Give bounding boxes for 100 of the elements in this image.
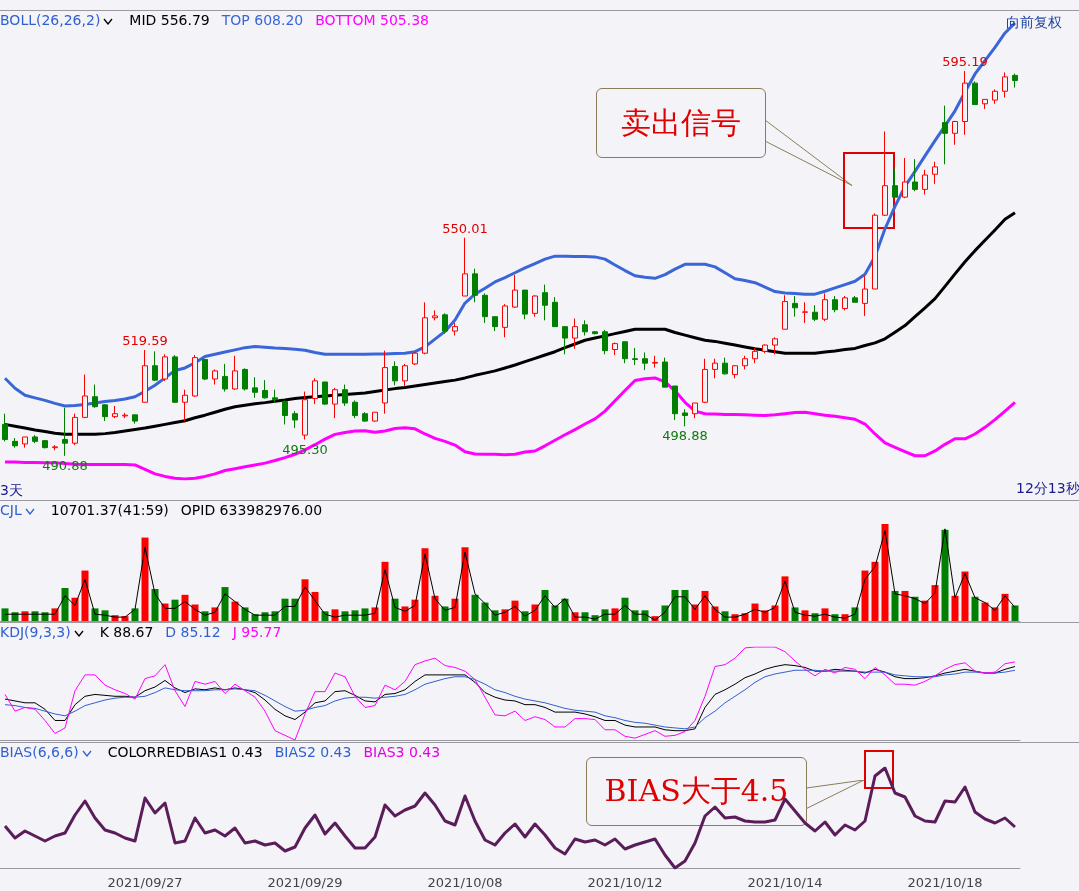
candlestick xyxy=(892,168,898,198)
candlestick xyxy=(572,318,578,350)
bar xyxy=(931,585,939,621)
candlestick xyxy=(902,157,908,199)
bar xyxy=(971,596,979,621)
candlestick xyxy=(982,98,988,110)
bar xyxy=(301,579,309,621)
text: BOTTOM 505.38 xyxy=(315,12,430,28)
bar xyxy=(461,547,469,621)
candlestick xyxy=(712,358,718,379)
candlestick xyxy=(852,295,858,303)
bar xyxy=(771,605,779,621)
candlestick xyxy=(392,360,398,386)
candlestick xyxy=(522,289,528,320)
bar xyxy=(351,610,359,621)
candlestick xyxy=(182,389,188,422)
candlestick xyxy=(1012,73,1018,89)
candlestick xyxy=(142,349,148,403)
candlestick xyxy=(542,284,548,321)
candlestick xyxy=(882,130,888,217)
bar xyxy=(231,601,239,621)
text: BIAS3 0.43 xyxy=(363,744,441,760)
bar xyxy=(781,576,789,621)
callout-box: BIAS大于4.5 xyxy=(586,757,807,826)
text: 3天 xyxy=(0,482,23,500)
bar xyxy=(671,589,679,621)
candlestick xyxy=(792,295,798,318)
x-tick-label: 2021/10/14 xyxy=(747,875,823,890)
candlestick xyxy=(412,351,418,366)
candlestick xyxy=(1002,71,1008,99)
candlestick xyxy=(682,408,688,427)
bar xyxy=(511,600,519,621)
candlestick xyxy=(2,413,8,442)
candlestick xyxy=(442,312,448,335)
annotation: 519.59 xyxy=(122,332,168,348)
bar xyxy=(421,548,429,621)
candlestick xyxy=(352,399,358,419)
candlestick xyxy=(492,316,498,332)
text: J 95.77 xyxy=(232,624,282,640)
candlestick xyxy=(212,368,218,386)
bar xyxy=(751,603,759,621)
candlestick xyxy=(72,413,78,446)
bar xyxy=(471,594,479,621)
text: D 85.12 xyxy=(165,624,221,640)
candlestick xyxy=(532,294,538,318)
bar xyxy=(541,589,549,621)
candlestick xyxy=(432,309,438,321)
candlestick xyxy=(992,88,998,105)
bar xyxy=(381,561,389,621)
candlestick xyxy=(622,341,628,364)
text: 10701.37(41:59) xyxy=(50,502,169,518)
text: BIAS2 0.43 xyxy=(274,744,352,760)
bar xyxy=(961,571,969,621)
text: 向前复权 xyxy=(1006,14,1062,32)
bar xyxy=(291,598,299,621)
candlestick xyxy=(782,294,788,330)
candlestick xyxy=(342,384,348,407)
candlestick xyxy=(802,301,808,324)
candlestick xyxy=(832,295,838,313)
bar xyxy=(951,595,959,621)
candlestick xyxy=(242,367,248,391)
candlestick xyxy=(722,357,728,376)
candlestick xyxy=(912,158,918,192)
bar xyxy=(131,608,139,621)
bar xyxy=(981,602,989,621)
candlestick xyxy=(602,329,608,355)
candlestick xyxy=(402,363,408,387)
bar xyxy=(601,609,609,621)
x-tick-label: 2021/09/27 xyxy=(107,875,183,890)
bar xyxy=(701,590,709,621)
bar xyxy=(431,595,439,621)
candlestick xyxy=(872,212,878,290)
candlestick xyxy=(702,358,708,404)
candlestick xyxy=(862,275,868,317)
x-tick-label: 2021/10/18 xyxy=(907,875,983,890)
candlestick xyxy=(292,410,298,429)
candlestick xyxy=(502,303,508,338)
candlestick xyxy=(742,355,748,370)
candlestick xyxy=(612,342,618,356)
candlestick xyxy=(812,304,818,322)
candlestick xyxy=(952,120,958,146)
candlestick xyxy=(122,412,128,419)
candlestick xyxy=(192,354,198,398)
chart-title: KDJ(9,3,3) xyxy=(0,624,72,640)
chart-title: BIAS(6,6,6) xyxy=(0,744,80,760)
candlestick xyxy=(592,330,598,335)
chart-title: CJL xyxy=(0,502,23,518)
candlestick xyxy=(82,374,88,419)
candlestick xyxy=(582,319,588,336)
bar xyxy=(181,594,189,621)
candlestick xyxy=(732,364,738,379)
bar xyxy=(821,608,829,621)
candlestick xyxy=(62,407,68,457)
bar xyxy=(411,599,419,621)
candlestick xyxy=(372,411,378,423)
candlestick xyxy=(672,385,678,421)
bar xyxy=(901,590,909,621)
bar xyxy=(1001,593,1009,621)
candlestick xyxy=(92,384,98,409)
candlestick xyxy=(382,350,388,415)
